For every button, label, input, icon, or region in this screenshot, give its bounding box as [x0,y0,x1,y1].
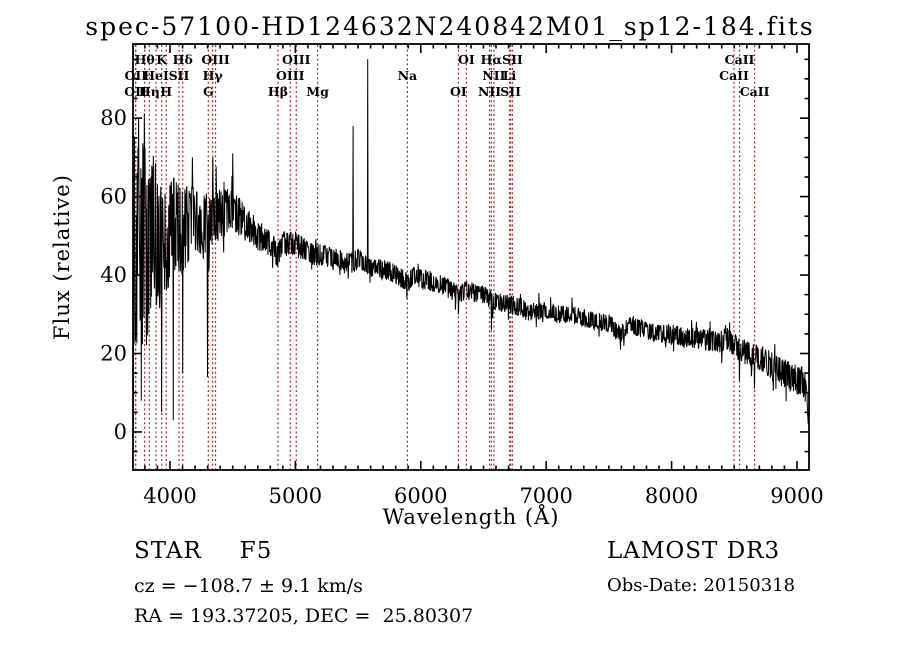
spectral-line-label: Li [503,68,517,83]
spectral-line-label: CaII [725,52,755,67]
spectral-line-label: Hδ [173,52,193,67]
spectral-line-label: Hη [139,84,160,99]
spectral-line-label: OI [450,84,467,99]
spectral-line-label: OII [124,68,147,83]
y-tick-label: 80 [100,106,127,130]
spectral-line-label: SII [500,84,521,99]
spectral-line-label: HeI [143,68,169,83]
spectral-line-label: CaII [740,84,770,99]
plot-title: spec-57100-HD124632N240842M01_sp12-184.f… [85,12,815,41]
object-class: STAR [134,538,202,564]
obs-date: Obs-Date: 20150318 [607,575,796,596]
axis-frame [132,43,810,471]
spectral-line-label: G [203,84,214,99]
spectral-line-label: Na [398,68,418,83]
cz-value: cz = −108.7 ± 9.1 km/s [134,575,363,597]
survey-label: LAMOST DR3 [607,538,781,564]
x-tick-label: 6000 [394,484,447,508]
spectral-line-label: H [160,84,172,99]
spectral-line-label: Hβ [268,84,288,99]
y-tick-label: 20 [100,341,127,365]
x-axis-label: Wavelength (Å) [382,505,560,529]
y-tick-label: 60 [100,185,127,209]
spectral-line-label: Mg [306,84,329,99]
y-tick-label: 0 [114,420,127,444]
spectral-line-label: OI [458,52,475,67]
spectral-line-label: Hγ [203,68,224,83]
spectral-line-label: NII [482,68,505,83]
spectral-line-label: OIII [201,52,230,67]
spectrum-trace [132,59,810,433]
y-tick-label: 40 [100,263,127,287]
object-subclass: F5 [239,538,273,564]
spectral-line-label: OIII [276,68,305,83]
spectral-line-label: SII [169,68,190,83]
x-tick-label: 5000 [269,484,322,508]
ra-dec: RA = 193.37205, DEC = 25.80307 [134,605,474,627]
y-axis-label: Flux (relative) [50,174,74,340]
x-tick-label: 4000 [143,484,196,508]
spectral-line-label: Hα [481,52,503,67]
spectral-line-label: K [156,52,168,67]
spectral-line-label: OIII [282,52,311,67]
spectral-line-label: SII [502,52,523,67]
spectral-line-label: OII [124,84,147,99]
spectral-line-label: CaII [719,68,749,83]
spectral-line-label: Hθ [135,52,155,67]
x-tick-label: 7000 [519,484,572,508]
spectral-line-label: NII [478,84,501,99]
x-tick-label: 8000 [645,484,698,508]
classification-line: STAR F5 [134,538,272,564]
x-tick-label: 9000 [770,484,823,508]
